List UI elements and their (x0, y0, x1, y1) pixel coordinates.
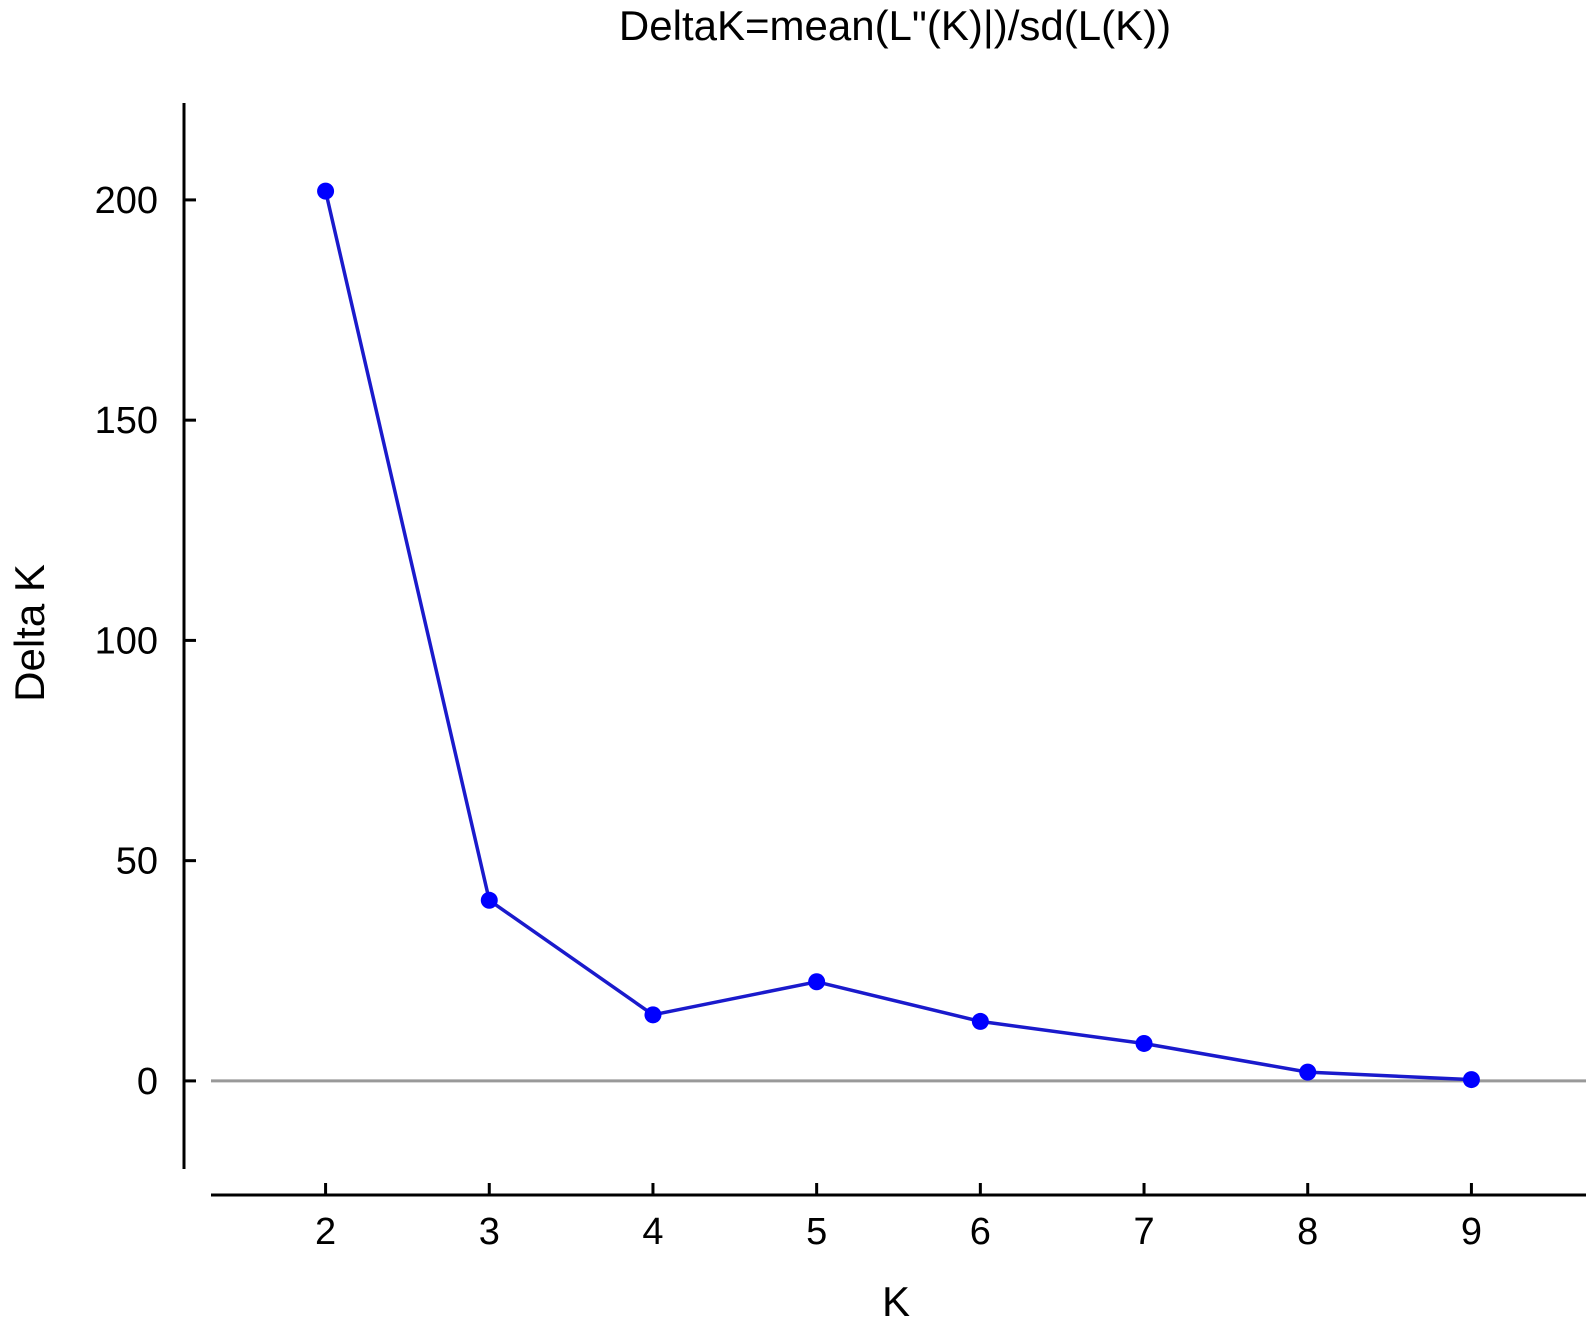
data-point (480, 891, 498, 909)
chart-title: DeltaK=mean(L"(K)|)/sd(L(K)) (619, 2, 1171, 49)
x-tick-label: 9 (1461, 1211, 1482, 1253)
data-point (644, 1006, 662, 1024)
x-tick-label: 3 (479, 1211, 500, 1253)
y-tick-label: 0 (137, 1061, 158, 1103)
data-point (1299, 1063, 1317, 1081)
data-point (808, 973, 826, 991)
data-point (971, 1012, 989, 1030)
series-group (317, 182, 1480, 1089)
x-tick-label: 7 (1133, 1211, 1154, 1253)
y-tick-label: 200 (95, 180, 158, 222)
data-point (1135, 1034, 1153, 1052)
x-tick-label: 4 (642, 1211, 663, 1253)
x-axis-ticks: 2 3 4 5 6 7 8 9 (315, 1183, 1482, 1253)
y-tick-label: 50 (116, 841, 158, 883)
x-tick-label: 8 (1297, 1211, 1318, 1253)
y-tick-label: 150 (95, 400, 158, 442)
series-line (323, 190, 1472, 1082)
y-axis-label: Delta K (6, 564, 53, 702)
data-point (317, 182, 335, 200)
x-tick-label: 2 (315, 1211, 336, 1253)
x-axis-label: K (882, 1278, 910, 1325)
x-tick-label: 5 (806, 1211, 827, 1253)
x-tick-label: 6 (970, 1211, 991, 1253)
data-point (1462, 1071, 1480, 1089)
y-axis-ticks: 0 50 100 150 200 (95, 180, 196, 1103)
y-tick-label: 100 (95, 620, 158, 662)
